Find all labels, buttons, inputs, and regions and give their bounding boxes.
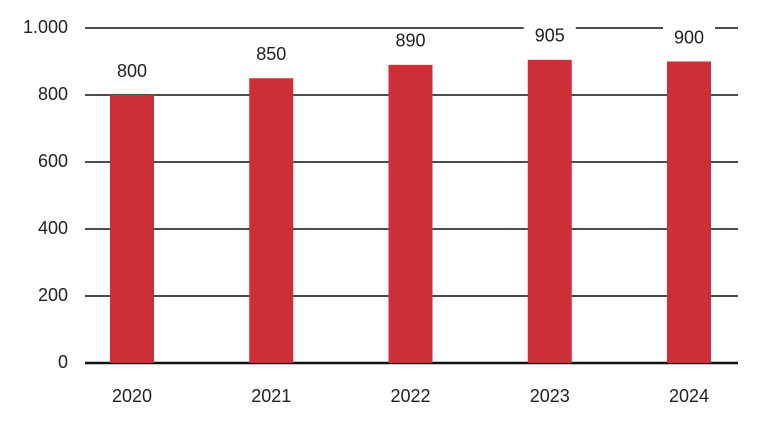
y-tick-label: 200: [38, 285, 68, 305]
value-label: 890: [395, 31, 425, 51]
bar: [527, 59, 572, 363]
y-tick-label: 0: [58, 352, 68, 372]
value-label: 900: [674, 27, 704, 47]
x-tick-label: 2024: [669, 386, 709, 406]
bar: [249, 78, 294, 363]
value-label: 850: [256, 44, 286, 64]
value-label: 800: [117, 61, 147, 81]
bar: [388, 64, 433, 363]
x-tick-label: 2020: [112, 386, 152, 406]
x-tick-label: 2021: [251, 386, 291, 406]
y-tick-label: 400: [38, 218, 68, 238]
value-label: 905: [535, 26, 565, 46]
label-background: [245, 43, 298, 68]
label-background: [384, 29, 437, 54]
x-tick-label: 2022: [390, 386, 430, 406]
y-tick-label: 1.000: [23, 17, 68, 37]
label-background: [523, 24, 576, 49]
x-tick-label: 2023: [530, 386, 570, 406]
bar: [667, 61, 711, 363]
bar: [110, 95, 154, 363]
label-background: [663, 26, 715, 51]
label-background: [106, 60, 158, 84]
y-tick-label: 800: [38, 84, 68, 104]
y-tick-label: 600: [38, 151, 68, 171]
